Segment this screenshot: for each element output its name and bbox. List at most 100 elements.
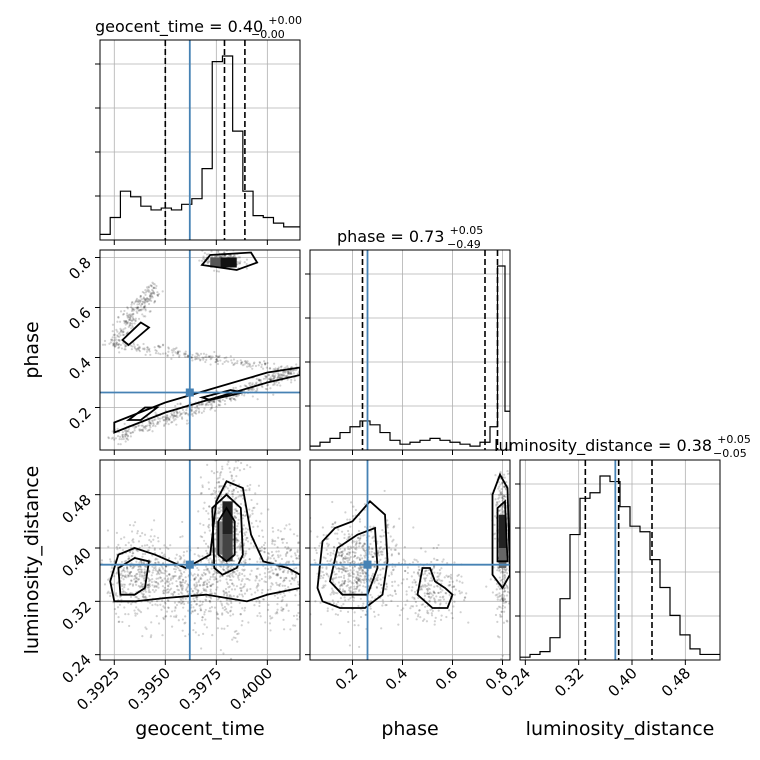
sample-point <box>172 414 175 417</box>
sample-point <box>281 376 284 379</box>
sample-point <box>153 292 156 295</box>
sample-point <box>344 579 347 583</box>
sample-point <box>411 581 414 584</box>
sample-point <box>158 420 161 423</box>
sample-point <box>208 571 211 575</box>
sample-point <box>240 461 243 465</box>
sample-point <box>196 591 200 594</box>
sample-point <box>133 427 136 430</box>
sample-point <box>134 579 138 583</box>
sample-point <box>370 550 373 553</box>
sample-point <box>124 345 127 348</box>
sample-point <box>161 567 165 570</box>
sample-point <box>172 417 175 420</box>
sample-point <box>140 592 144 595</box>
sample-point <box>202 410 205 413</box>
sample-point <box>138 586 142 589</box>
sample-point <box>116 427 119 430</box>
sample-point <box>166 578 169 581</box>
sample-point <box>425 584 429 587</box>
sample-point <box>496 501 499 504</box>
sample-point <box>179 584 182 587</box>
sample-point <box>122 330 125 334</box>
sample-point <box>123 606 126 609</box>
sample-point <box>236 466 239 469</box>
sample-point <box>325 548 328 551</box>
sample-point <box>345 552 349 556</box>
sample-point <box>199 609 202 612</box>
sample-point <box>302 549 304 551</box>
sample-point <box>338 632 341 635</box>
sample-point <box>353 565 357 568</box>
sample-point <box>416 560 419 563</box>
sample-point <box>234 497 237 500</box>
sample-point <box>511 540 513 542</box>
sample-point <box>235 455 237 457</box>
sample-point <box>167 599 170 602</box>
sample-point <box>121 435 125 439</box>
sample-point <box>227 489 231 492</box>
sample-point <box>225 356 228 359</box>
sample-point <box>277 536 280 539</box>
sample-point <box>241 607 244 610</box>
sample-point <box>503 597 507 601</box>
sample-point <box>156 421 160 424</box>
sample-point <box>427 568 431 572</box>
sample-point <box>268 377 271 381</box>
sample-point <box>176 585 179 588</box>
sample-point <box>192 628 195 632</box>
sample-point <box>261 367 265 370</box>
sample-point <box>426 589 429 593</box>
sample-point <box>165 565 168 568</box>
sample-point <box>146 429 149 432</box>
sample-point <box>103 583 107 586</box>
sample-point <box>358 558 361 561</box>
sample-point <box>199 352 203 355</box>
sample-point <box>278 567 281 570</box>
sample-point <box>496 635 500 638</box>
sample-point <box>114 437 118 440</box>
sample-point <box>124 434 127 437</box>
sample-point <box>143 426 146 429</box>
sample-point <box>267 567 270 571</box>
sample-point <box>167 573 171 576</box>
sample-point <box>228 397 231 401</box>
sample-point <box>183 571 186 574</box>
sample-point <box>445 602 448 605</box>
sample-point <box>184 597 187 600</box>
sample-point <box>290 555 293 558</box>
sample-point <box>236 569 239 572</box>
sample-point <box>153 286 156 289</box>
sample-point <box>201 484 204 487</box>
sample-point <box>411 561 415 564</box>
sample-point <box>342 576 346 580</box>
sample-point <box>325 566 328 569</box>
sample-point <box>130 319 133 322</box>
sample-point <box>204 598 207 601</box>
sample-point <box>126 566 129 569</box>
sample-point <box>340 530 344 533</box>
sample-point <box>332 592 335 596</box>
sample-point <box>147 600 150 603</box>
sample-point <box>349 562 352 565</box>
sample-point <box>156 536 160 539</box>
sample-point <box>144 300 147 303</box>
contour-level <box>491 472 510 590</box>
sample-point <box>210 553 213 556</box>
sample-point <box>258 361 261 364</box>
sample-point <box>221 465 224 468</box>
sample-point <box>372 555 375 558</box>
sample-point <box>404 569 407 573</box>
sample-point <box>133 322 136 325</box>
sample-point <box>343 536 346 540</box>
sample-point <box>500 610 503 613</box>
sample-point <box>463 596 466 599</box>
sample-point <box>237 557 240 560</box>
sample-point <box>139 294 142 298</box>
sample-point <box>121 433 124 436</box>
sample-point <box>229 600 233 603</box>
sample-point <box>240 587 243 590</box>
sample-point <box>225 396 228 400</box>
sample-point <box>288 372 291 375</box>
sample-point <box>297 541 300 544</box>
